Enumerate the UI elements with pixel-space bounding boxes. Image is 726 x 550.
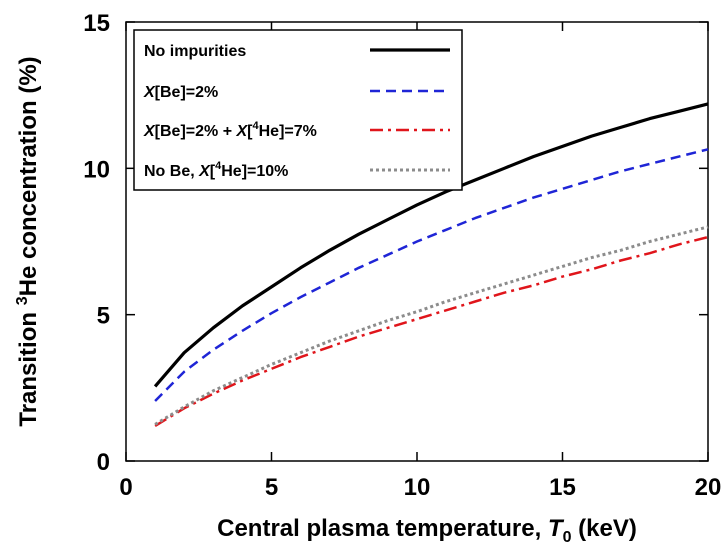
x-tick-label: 5: [265, 474, 278, 501]
legend-label-1: No impurities: [144, 43, 246, 60]
x-tick-label: 0: [119, 474, 132, 501]
legend-label-2: X[Be]=2%: [143, 84, 218, 101]
y-tick-label: 5: [97, 303, 110, 330]
legend-label-3: X[Be]=2% + X[4He]=7%: [143, 120, 317, 140]
y-tick-label: 15: [83, 10, 110, 37]
x-axis-label: Central plasma temperature, T0 (keV): [217, 515, 637, 546]
x-tick-label: 10: [404, 474, 431, 501]
y-tick-label: 0: [97, 449, 110, 476]
y-tick-label: 10: [83, 156, 110, 183]
series-line-3: [154, 235, 709, 427]
y-axis-label: Transition 3He concentration (%): [14, 56, 42, 426]
legend-box: [133, 29, 463, 191]
legend-label-4: No Be, X[4He]=10%: [144, 160, 288, 180]
series-line-2: [154, 148, 709, 402]
x-tick-label: 20: [695, 474, 722, 501]
series-line-4: [154, 225, 709, 426]
x-tick-label: 15: [549, 474, 576, 501]
series-line-1: [153, 102, 709, 388]
